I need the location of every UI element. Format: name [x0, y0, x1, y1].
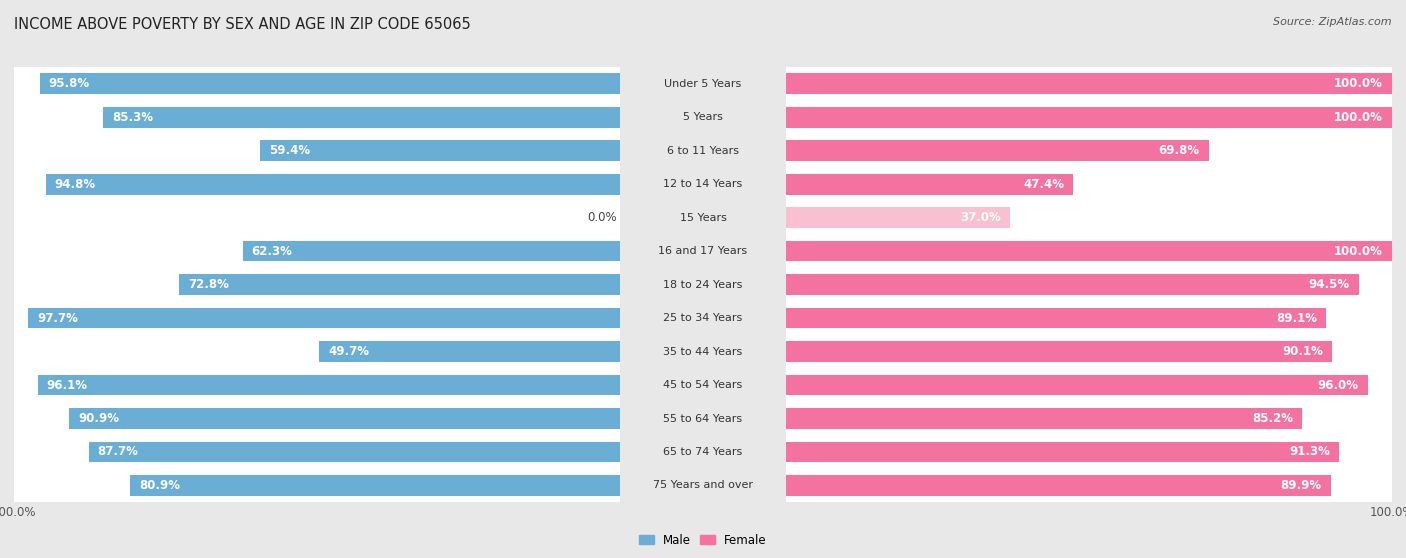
FancyBboxPatch shape — [11, 453, 623, 518]
Bar — [129, 475, 620, 496]
Bar — [786, 374, 1368, 396]
Text: 59.4%: 59.4% — [270, 144, 311, 157]
Text: 49.7%: 49.7% — [328, 345, 370, 358]
FancyBboxPatch shape — [783, 285, 1395, 351]
Text: Source: ZipAtlas.com: Source: ZipAtlas.com — [1274, 17, 1392, 27]
Text: 89.1%: 89.1% — [1275, 311, 1317, 325]
Text: 12 to 14 Years: 12 to 14 Years — [664, 179, 742, 189]
Text: 72.8%: 72.8% — [188, 278, 229, 291]
Bar — [243, 240, 620, 262]
Text: 37.0%: 37.0% — [960, 211, 1001, 224]
Text: 95.8%: 95.8% — [49, 77, 90, 90]
Bar — [45, 174, 620, 195]
Text: 65 to 74 Years: 65 to 74 Years — [664, 447, 742, 457]
Text: 90.1%: 90.1% — [1282, 345, 1323, 358]
FancyBboxPatch shape — [11, 386, 623, 451]
Text: 94.5%: 94.5% — [1309, 278, 1350, 291]
Text: Under 5 Years: Under 5 Years — [665, 79, 741, 89]
Text: 87.7%: 87.7% — [98, 445, 139, 459]
Text: 45 to 54 Years: 45 to 54 Years — [664, 380, 742, 390]
Text: 85.3%: 85.3% — [112, 110, 153, 124]
FancyBboxPatch shape — [783, 151, 1395, 217]
FancyBboxPatch shape — [783, 218, 1395, 284]
FancyBboxPatch shape — [783, 252, 1395, 318]
Bar — [786, 341, 1331, 362]
FancyBboxPatch shape — [783, 386, 1395, 451]
Text: 5 Years: 5 Years — [683, 112, 723, 122]
Text: 91.3%: 91.3% — [1289, 445, 1330, 459]
FancyBboxPatch shape — [11, 84, 623, 150]
FancyBboxPatch shape — [783, 352, 1395, 418]
FancyBboxPatch shape — [11, 118, 623, 184]
FancyBboxPatch shape — [11, 252, 623, 318]
FancyBboxPatch shape — [783, 453, 1395, 518]
FancyBboxPatch shape — [11, 151, 623, 217]
Bar — [786, 475, 1330, 496]
FancyBboxPatch shape — [11, 185, 623, 251]
Text: 35 to 44 Years: 35 to 44 Years — [664, 347, 742, 357]
Legend: Male, Female: Male, Female — [640, 533, 766, 546]
Text: INCOME ABOVE POVERTY BY SEX AND AGE IN ZIP CODE 65065: INCOME ABOVE POVERTY BY SEX AND AGE IN Z… — [14, 17, 471, 32]
Bar — [38, 374, 620, 396]
FancyBboxPatch shape — [11, 419, 623, 485]
Bar — [786, 240, 1392, 262]
Bar — [103, 107, 620, 128]
Text: 16 and 17 Years: 16 and 17 Years — [658, 246, 748, 256]
Bar — [69, 408, 620, 429]
Bar — [786, 408, 1302, 429]
Bar — [786, 73, 1392, 94]
Text: 25 to 34 Years: 25 to 34 Years — [664, 313, 742, 323]
FancyBboxPatch shape — [11, 285, 623, 351]
Text: 100.0%: 100.0% — [1334, 244, 1384, 258]
Text: 96.1%: 96.1% — [46, 378, 87, 392]
Bar — [786, 207, 1010, 228]
FancyBboxPatch shape — [11, 352, 623, 418]
FancyBboxPatch shape — [783, 419, 1395, 485]
Text: 15 Years: 15 Years — [679, 213, 727, 223]
FancyBboxPatch shape — [11, 218, 623, 284]
FancyBboxPatch shape — [783, 84, 1395, 150]
Text: 6 to 11 Years: 6 to 11 Years — [666, 146, 740, 156]
FancyBboxPatch shape — [783, 51, 1395, 117]
Text: 94.8%: 94.8% — [55, 177, 96, 191]
Text: 80.9%: 80.9% — [139, 479, 180, 492]
Text: 89.9%: 89.9% — [1281, 479, 1322, 492]
Bar — [786, 307, 1326, 329]
Text: 62.3%: 62.3% — [252, 244, 292, 258]
Text: 18 to 24 Years: 18 to 24 Years — [664, 280, 742, 290]
FancyBboxPatch shape — [11, 51, 623, 117]
Bar — [28, 307, 620, 329]
Text: 85.2%: 85.2% — [1253, 412, 1294, 425]
Bar — [786, 174, 1073, 195]
Text: 47.4%: 47.4% — [1024, 177, 1064, 191]
Bar — [786, 274, 1358, 295]
Text: 96.0%: 96.0% — [1317, 378, 1358, 392]
Bar — [179, 274, 620, 295]
Text: 90.9%: 90.9% — [79, 412, 120, 425]
Text: 100.0%: 100.0% — [1334, 110, 1384, 124]
Bar — [260, 140, 620, 161]
Text: 100.0%: 100.0% — [1334, 77, 1384, 90]
Bar — [319, 341, 620, 362]
Text: 75 Years and over: 75 Years and over — [652, 480, 754, 490]
FancyBboxPatch shape — [783, 185, 1395, 251]
Bar — [786, 441, 1339, 463]
Text: 97.7%: 97.7% — [37, 311, 77, 325]
Text: 69.8%: 69.8% — [1159, 144, 1199, 157]
Bar — [786, 107, 1392, 128]
Bar — [89, 441, 620, 463]
Bar — [39, 73, 620, 94]
Text: 0.0%: 0.0% — [588, 211, 617, 224]
FancyBboxPatch shape — [783, 118, 1395, 184]
Text: 55 to 64 Years: 55 to 64 Years — [664, 413, 742, 424]
FancyBboxPatch shape — [11, 319, 623, 384]
FancyBboxPatch shape — [783, 319, 1395, 384]
Bar — [786, 140, 1209, 161]
